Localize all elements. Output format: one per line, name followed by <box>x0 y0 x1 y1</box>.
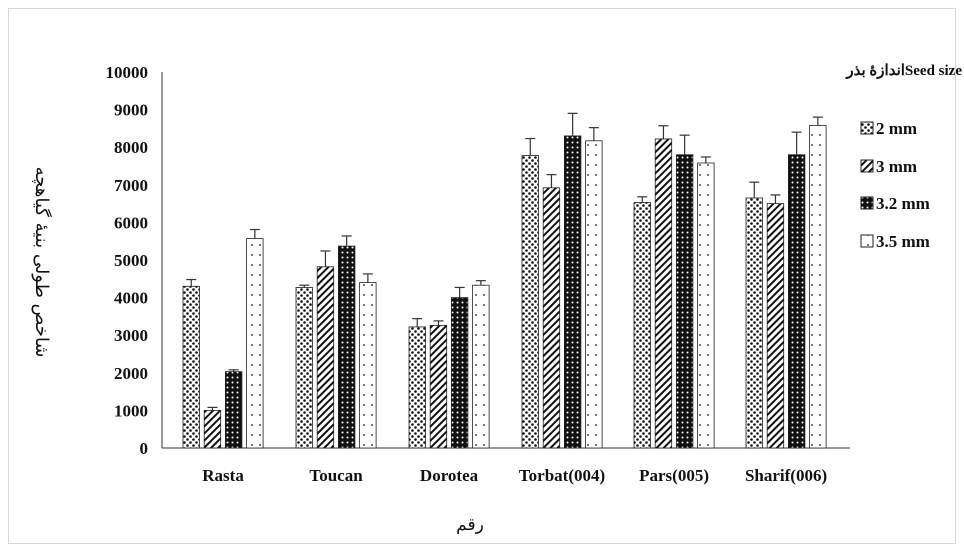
bar <box>408 326 426 449</box>
bar <box>788 154 806 449</box>
bar <box>697 162 715 449</box>
legend-swatch <box>860 196 874 210</box>
bar <box>224 371 243 449</box>
legend-item-label: 3.5 mm <box>876 232 930 251</box>
bar <box>521 155 539 449</box>
legend-swatch <box>860 121 874 135</box>
y-axis-label: شاخص طولی بنیهٔ گیاهچه <box>31 167 53 358</box>
bars-group <box>182 112 827 449</box>
bar <box>585 140 603 449</box>
bar <box>203 409 222 449</box>
x-category-label: Torbat(004) <box>519 466 605 485</box>
y-tick-label: 1000 <box>114 401 148 420</box>
x-category-labels: Rasta Toucan Dorotea Torbat(004) Pars(005) Sh… <box>202 466 827 485</box>
legend-item-label: 2 mm <box>876 119 917 138</box>
x-category-label: Dorotea <box>420 466 479 485</box>
bar <box>472 284 490 449</box>
bar <box>246 238 264 449</box>
y-tick-label: 2000 <box>114 364 148 383</box>
legend-item-label: 3 mm <box>876 157 917 176</box>
bar <box>450 297 469 449</box>
bar <box>564 135 582 449</box>
legend-item-label: 3.2 mm <box>876 194 930 213</box>
bar <box>633 202 651 449</box>
bar <box>654 138 673 449</box>
y-tick-label: 0 <box>140 439 149 458</box>
y-tick-label: 9000 <box>114 101 148 120</box>
legend-swatch <box>860 234 874 248</box>
x-category-label: Sharif(006) <box>745 466 827 485</box>
legend-swatch <box>860 159 874 173</box>
x-category-label: Pars(005) <box>639 466 709 485</box>
bar <box>809 124 827 449</box>
legend: 2 mm 3 mm 3.2 mm 3.5 mm <box>860 119 930 251</box>
y-axis: 0 1000 2000 3000 4000 5000 6000 7000 8000 9000 100… <box>106 63 850 458</box>
y-tick-label: 5000 <box>114 251 148 270</box>
y-tick-label: 3000 <box>114 326 148 345</box>
x-axis-label: رقم <box>456 515 484 535</box>
bar <box>182 285 200 449</box>
bar <box>429 325 448 449</box>
bar <box>745 197 763 449</box>
bar <box>766 203 785 449</box>
bar <box>676 154 694 449</box>
bar <box>359 282 377 449</box>
x-category-label: Rasta <box>202 466 244 485</box>
bar <box>316 266 335 449</box>
y-tick-label: 6000 <box>114 213 148 232</box>
legend-title: اندازهٔ بذرSeed size <box>845 63 962 79</box>
y-tick-label: 8000 <box>114 138 148 157</box>
y-tick-label: 7000 <box>114 176 148 195</box>
y-tick-label: 10000 <box>106 63 149 82</box>
bar <box>337 245 356 449</box>
y-tick-label: 4000 <box>114 289 148 308</box>
x-category-label: Toucan <box>309 466 363 485</box>
bar <box>542 187 561 449</box>
bar <box>295 287 313 449</box>
